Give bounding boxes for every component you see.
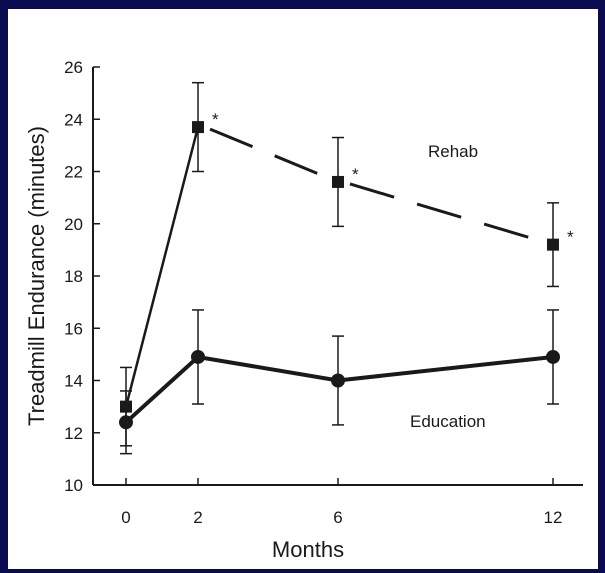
y-tick-label: 20 [64,215,83,234]
significance-mark: * [352,165,359,184]
y-tick-label: 18 [64,267,83,286]
rehab-series-label: Rehab [428,142,478,161]
education-point [331,373,345,388]
x-tick-label: 6 [333,508,342,527]
x-axis-title: Months [272,537,344,562]
rehab-line-segment [349,182,554,247]
rehab-point [332,175,344,188]
y-tick-label: 12 [64,424,83,443]
education-point [546,349,560,364]
chart-frame: 10 12 14 16 18 20 22 24 26 0 2 6 12 Months Treadmill … [8,9,598,569]
x-tick-label: 2 [193,508,202,527]
y-axis-title: Treadmill Endurance (minutes) [24,126,49,426]
significance-mark: * [212,110,219,129]
error-bars [120,81,559,455]
y-tick-label: 24 [64,110,83,129]
x-tick-label: 0 [121,508,130,527]
education-series-label: Education [410,412,486,431]
y-tick-label: 10 [64,476,83,495]
y-tick-label: 14 [64,372,83,391]
rehab-line-segment [124,126,200,407]
series-lines [124,126,554,424]
rehab-point [192,121,204,134]
chart-labels: Months Treadmill Endurance (minutes) * * * Re… [24,110,574,562]
rehab-point [547,238,559,251]
education-point [191,349,205,364]
education-line [124,354,554,424]
rehab-line-segment [209,127,339,184]
data-markers [119,121,560,430]
significance-mark: * [567,228,574,247]
x-tick-label: 12 [544,508,563,527]
rehab-point [120,400,132,413]
y-tick-label: 26 [64,58,83,77]
y-tick-label: 16 [64,319,83,338]
y-tick-label: 22 [64,163,83,182]
education-point [119,415,133,430]
